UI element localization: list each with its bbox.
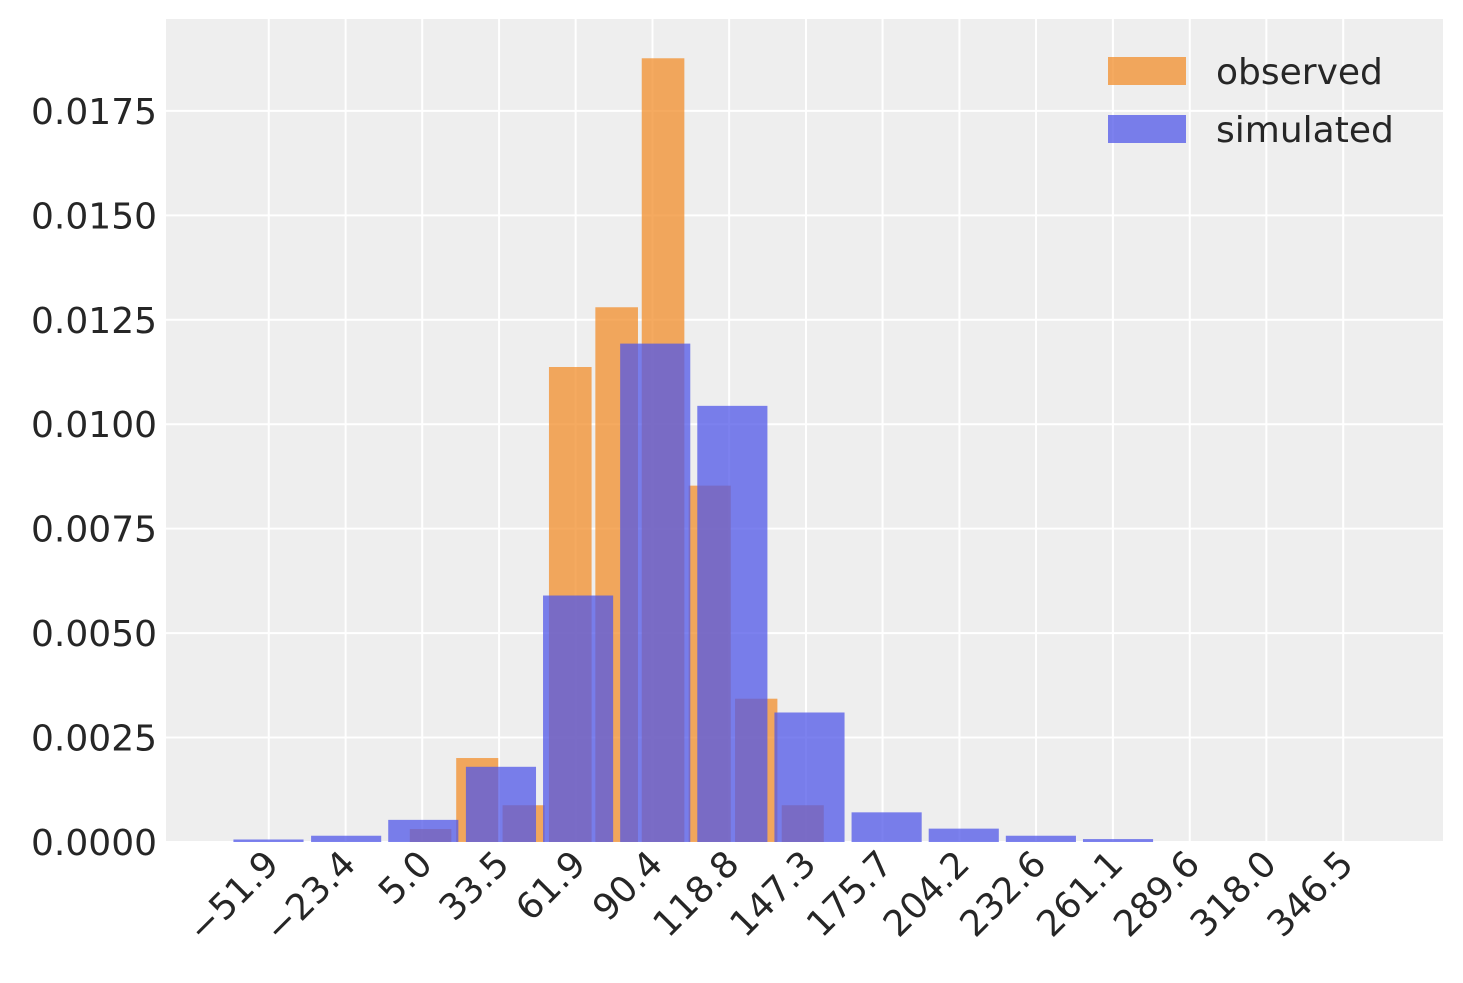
bar-simulated xyxy=(1005,835,1076,842)
bars-group xyxy=(233,58,1154,843)
x-tick-label: 204.2 xyxy=(876,843,978,945)
x-tick-label: 5.0 xyxy=(371,843,440,912)
legend-swatch-observed xyxy=(1108,57,1186,85)
x-tick-label: 261.1 xyxy=(1029,843,1131,945)
legend: observed simulated xyxy=(1108,52,1394,151)
bar-simulated xyxy=(233,839,304,842)
y-tick-label: 0.0025 xyxy=(31,719,157,760)
x-tick-label: 232.6 xyxy=(953,843,1055,945)
y-axis-ticks: 0.0000 0.0025 0.0050 0.0075 0.0100 0.0125 0.01… xyxy=(31,92,157,864)
x-tick-label: 118.8 xyxy=(646,843,748,945)
legend-swatch-simulated xyxy=(1108,115,1186,143)
x-tick-label: 318.0 xyxy=(1183,843,1285,945)
legend-label-observed: observed xyxy=(1216,52,1383,93)
y-tick-label: 0.0125 xyxy=(31,301,157,342)
x-tick-label: 346.5 xyxy=(1260,843,1362,945)
y-tick-label: 0.0075 xyxy=(31,510,157,551)
bar-simulated xyxy=(388,819,459,842)
bar-simulated xyxy=(543,595,614,842)
grid-lines xyxy=(166,19,1443,843)
bar-simulated xyxy=(1082,839,1154,842)
bar-simulated xyxy=(928,828,999,842)
y-tick-label: 0.0175 xyxy=(31,92,157,133)
bar-simulated xyxy=(311,835,382,842)
bar-simulated xyxy=(465,766,537,842)
bar-simulated xyxy=(774,712,845,842)
y-tick-label: 0.0150 xyxy=(31,196,157,237)
legend-label-simulated: simulated xyxy=(1216,110,1394,151)
bar-simulated xyxy=(851,812,922,842)
plot-background xyxy=(166,19,1443,842)
x-tick-label: 33.5 xyxy=(432,843,518,929)
y-tick-label: 0.0050 xyxy=(31,614,157,655)
x-axis-ticks: −51.9−23.4 5.033.561.990.4118.8147.3175.7… xyxy=(180,843,1361,950)
bar-simulated xyxy=(620,343,691,842)
x-tick-label: 175.7 xyxy=(799,843,901,945)
x-tick-label: 289.6 xyxy=(1106,843,1208,945)
x-tick-label: 61.9 xyxy=(508,843,594,929)
bar-simulated xyxy=(697,405,768,842)
x-tick-label: 147.3 xyxy=(722,843,824,945)
y-tick-label: 0.0000 xyxy=(31,823,157,864)
y-tick-label: 0.0100 xyxy=(31,405,157,446)
